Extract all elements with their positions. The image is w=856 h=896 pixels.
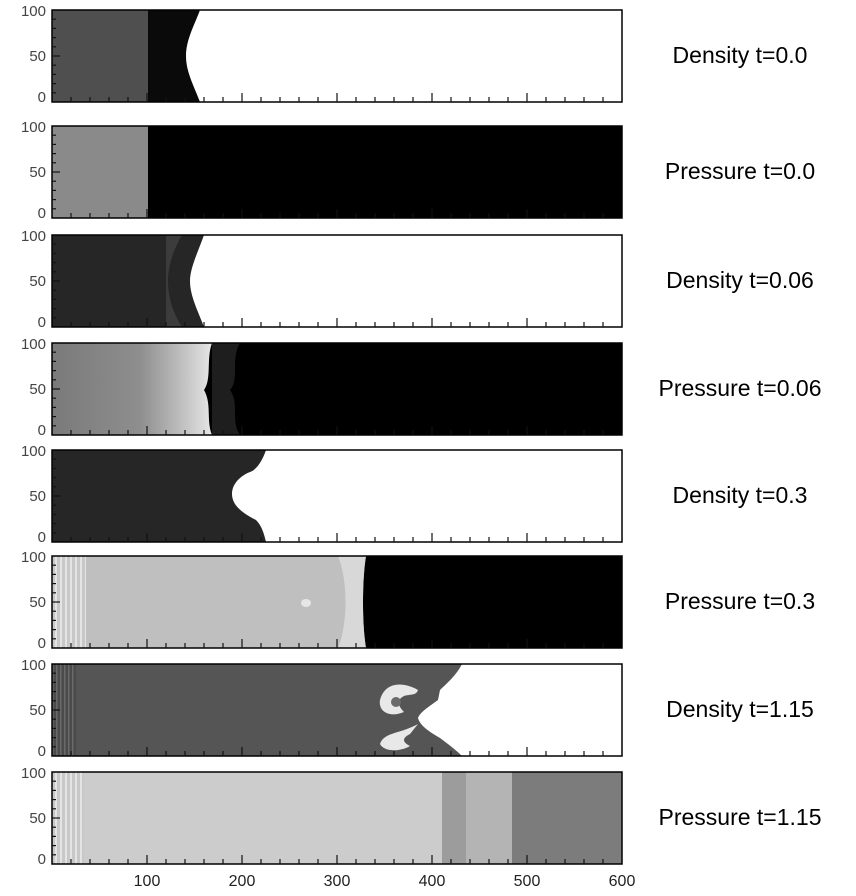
y-tick-label: 0 [38, 635, 46, 652]
y-tick-label: 0 [38, 314, 46, 331]
y-tick-label: 0 [38, 529, 46, 546]
y-tick-label: 100 [21, 228, 46, 245]
y-tick-label: 100 [21, 765, 46, 782]
panel-label: Density t=0.06 [666, 267, 814, 293]
panel-pressure-t115 [52, 772, 622, 864]
y-tick-label: 100 [21, 549, 46, 566]
y-tick-label: 50 [29, 810, 46, 827]
panel-pressure-t03 [52, 556, 622, 648]
panel-label: Density t=1.15 [666, 696, 814, 722]
y-tick-label: 0 [38, 89, 46, 106]
y-tick-label: 100 [21, 336, 46, 353]
x-tick-label: 200 [229, 873, 256, 890]
x-tick-label: 600 [609, 873, 636, 890]
y-tick-label: 100 [21, 657, 46, 674]
y-tick-label: 100 [21, 3, 46, 20]
panel-label: Pressure t=0.06 [658, 375, 822, 401]
y-tick-label: 50 [29, 48, 46, 65]
x-tick-label: 400 [419, 873, 446, 890]
y-tick-label: 50 [29, 273, 46, 290]
y-tick-label: 100 [21, 119, 46, 136]
y-tick-label: 50 [29, 488, 46, 505]
y-tick-label: 50 [29, 164, 46, 181]
panel-density-t0 [52, 10, 622, 102]
panel-label: Pressure t=0.0 [664, 158, 816, 184]
panel-label: Pressure t=1.15 [658, 804, 822, 830]
x-tick-label: 300 [324, 873, 351, 890]
panel-pressure-t0 [52, 126, 622, 218]
panel-density-t115 [52, 664, 622, 756]
panel-label: Density t=0.0 [672, 42, 808, 68]
y-tick-label: 50 [29, 594, 46, 611]
panel-label: Pressure t=0.3 [664, 588, 816, 614]
y-tick-label: 0 [38, 743, 46, 760]
y-tick-label: 0 [38, 205, 46, 222]
y-tick-label: 0 [38, 422, 46, 439]
x-tick-label: 100 [134, 873, 161, 890]
panel-density-t03 [52, 450, 622, 542]
y-tick-label: 100 [21, 443, 46, 460]
panel-label: Density t=0.3 [672, 482, 808, 508]
y-tick-label: 50 [29, 381, 46, 398]
panel-pressure-t006 [52, 343, 622, 435]
panel-density-t006 [52, 235, 622, 327]
y-tick-label: 0 [38, 851, 46, 868]
x-tick-label: 500 [514, 873, 541, 890]
y-tick-label: 50 [29, 702, 46, 719]
axes-layer: 0 50 100 0 50 100 0 50 100 0 50 100 0 50 100 0 50 100 0 50 1… [21, 3, 635, 890]
